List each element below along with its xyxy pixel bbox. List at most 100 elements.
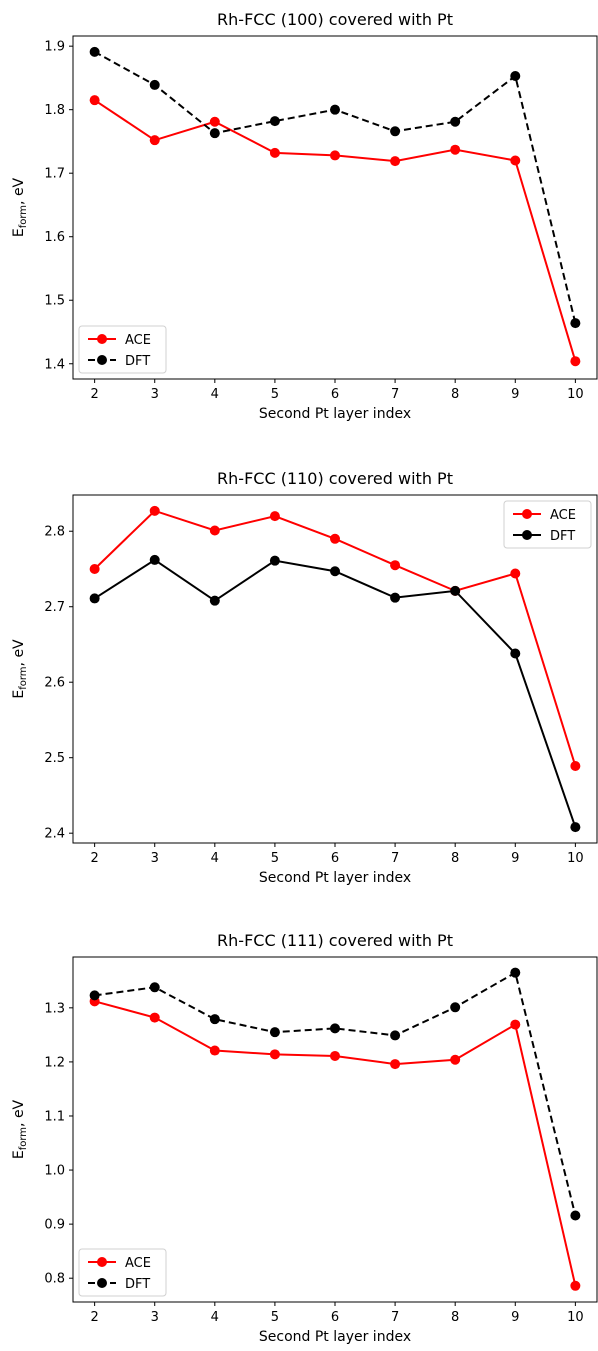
y-tick-label: 1.4 [44, 357, 65, 372]
x-tick-label: 5 [271, 387, 279, 402]
x-tick-label: 7 [391, 387, 399, 402]
x-tick-label: 6 [331, 387, 339, 402]
data-point-ace [390, 1059, 401, 1070]
x-tick-label: 8 [451, 851, 459, 866]
x-tick-label: 8 [451, 1310, 459, 1325]
data-point-dft [450, 1002, 461, 1013]
x-tick-label: 4 [211, 1310, 219, 1325]
x-tick-label: 10 [567, 387, 584, 402]
y-tick-label: 1.2 [44, 1055, 65, 1070]
data-point-ace [89, 95, 100, 106]
x-tick-label: 9 [511, 851, 519, 866]
y-axis-label-unit: , eV [11, 1099, 27, 1127]
data-point-ace [209, 525, 220, 536]
y-tick-label: 2.5 [44, 751, 65, 766]
y-tick-label: 1.5 [44, 294, 65, 309]
y-axis-label-unit: , eV [11, 177, 27, 205]
legend-box [503, 500, 592, 549]
legend-label-dft: DFT [125, 1277, 150, 1292]
y-tick-label: 1.7 [44, 167, 65, 182]
y-tick-label: 1.9 [44, 40, 65, 55]
data-point-ace [330, 1050, 340, 1061]
x-tick-label: 10 [567, 1310, 584, 1325]
data-point-ace [570, 356, 581, 367]
data-point-dft [330, 104, 340, 115]
y-axis-label-main: E [11, 228, 27, 237]
data-point-ace [149, 505, 160, 516]
legend-label-ace: ACE [125, 1256, 151, 1271]
chart-2: Rh-FCC (110) covered with Pt 2 3 4 5 6 7 8 9 10 2.… [11, 469, 598, 886]
data-point-dft [570, 822, 581, 833]
data-point-ace [330, 533, 340, 544]
data-point-dft [330, 1023, 340, 1034]
legend-marker-dft [97, 355, 107, 365]
data-point-ace [510, 1019, 521, 1030]
chart-title: Rh-FCC (100) covered with Pt [217, 10, 453, 29]
legend-marker-ace [97, 334, 107, 344]
data-point-dft [89, 593, 100, 604]
x-tick-label: 3 [151, 851, 159, 866]
y-axis-label-main: E [11, 1150, 27, 1159]
series-line-dft [94, 558, 577, 828]
y-axis-label: Eform, eV [11, 177, 29, 237]
series-line-dft [94, 51, 577, 324]
legend-marker-ace [522, 509, 532, 519]
x-tick-label: 2 [90, 387, 98, 402]
series-line-ace [94, 99, 577, 362]
y-axis-label-sub: form [18, 666, 29, 689]
x-tick-label: 6 [331, 1310, 339, 1325]
legend-marker-ace [97, 1257, 107, 1267]
chart-3: Rh-FCC (111) covered with Pt 2 3 4 5 6 7 8 9 10 0.… [11, 931, 598, 1345]
data-point-ace [330, 150, 340, 161]
y-tick-label: 1.3 [44, 1001, 65, 1016]
x-tick-label: 7 [391, 1310, 399, 1325]
data-point-dft [390, 592, 401, 603]
y-tick-label: 1.6 [44, 230, 65, 245]
data-point-ace [149, 135, 160, 146]
data-point-ace [450, 144, 461, 155]
data-point-ace [269, 1049, 280, 1060]
data-point-dft [450, 116, 461, 127]
data-point-dft [149, 982, 160, 993]
chart-1: Rh-FCC (100) covered with Pt 2 3 4 5 6 7 8 9 10 1.… [11, 10, 598, 422]
x-tick-label: 10 [567, 851, 584, 866]
y-tick-label: 2.6 [44, 676, 65, 691]
series-line-ace [93, 509, 577, 767]
data-point-dft [570, 1210, 581, 1221]
data-point-ace [450, 1054, 461, 1065]
y-tick-label: 2.7 [44, 600, 65, 615]
y-axis-label: Eform, eV [11, 639, 29, 699]
data-point-dft [510, 71, 521, 82]
data-point-ace [390, 560, 401, 571]
legend-label-dft: DFT [550, 529, 575, 544]
x-tick-label: 7 [391, 851, 399, 866]
x-tick-label: 9 [511, 1310, 519, 1325]
y-tick-label: 0.9 [44, 1218, 65, 1233]
data-point-dft [570, 318, 581, 329]
data-point-dft [269, 116, 280, 127]
y-tick-label: 0.8 [44, 1272, 65, 1287]
data-point-ace [149, 1012, 160, 1023]
x-tick-label: 9 [511, 387, 519, 402]
legend-label-dft: DFT [125, 354, 150, 369]
chart-title: Rh-FCC (111) covered with Pt [217, 931, 453, 950]
data-point-dft [510, 967, 521, 978]
data-point-dft [330, 566, 340, 577]
x-axis-label: Second Pt layer index [259, 1329, 411, 1345]
data-point-dft [390, 126, 401, 137]
legend-label-ace: ACE [125, 333, 151, 348]
y-axis-label-sub: form [18, 205, 29, 228]
data-point-ace [89, 563, 100, 574]
x-tick-label: 5 [271, 851, 279, 866]
x-axis-label: Second Pt layer index [259, 406, 411, 422]
y-axis-label-unit: , eV [11, 639, 27, 667]
legend-marker-dft [522, 530, 532, 540]
y-axis-label-sub: form [18, 1127, 29, 1150]
chart-title: Rh-FCC (110) covered with Pt [217, 469, 453, 488]
data-point-ace [209, 1045, 220, 1056]
data-point-ace [570, 1280, 581, 1291]
data-point-ace [269, 147, 280, 158]
x-tick-label: 3 [151, 1310, 159, 1325]
data-point-ace [510, 568, 521, 579]
data-point-dft [149, 79, 160, 90]
